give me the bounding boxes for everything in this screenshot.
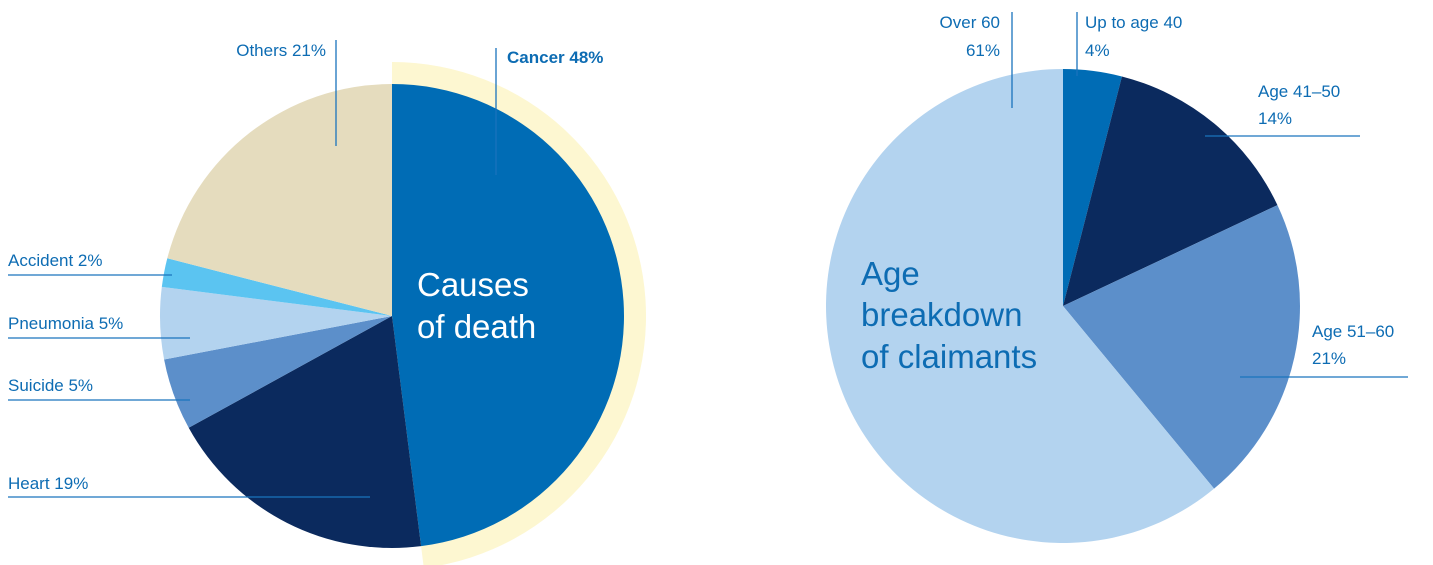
label-51-60-name: Age 51–60 bbox=[1312, 322, 1394, 341]
label-others: Others 21% bbox=[236, 41, 326, 60]
chart-title-line-2: breakdown bbox=[861, 296, 1022, 333]
label-over-60-name: Over 60 bbox=[940, 13, 1000, 32]
label-51-60-value: 21% bbox=[1312, 349, 1346, 368]
slice-up-to-40[interactable] bbox=[1063, 69, 1122, 306]
chart-title-line-3: of claimants bbox=[861, 338, 1037, 375]
label-over-60-value: 61% bbox=[966, 41, 1000, 60]
chart-title-line-2: of death bbox=[417, 308, 536, 345]
causes-of-death-chart: Cancer 48% Heart 19% Suicide 5% Pneumoni… bbox=[8, 40, 647, 565]
label-pneumonia: Pneumonia 5% bbox=[8, 314, 123, 333]
slice-over-60[interactable] bbox=[825, 68, 1215, 544]
slice-cancer[interactable] bbox=[392, 84, 624, 547]
label-up-to-40-value: 4% bbox=[1085, 41, 1110, 60]
label-heart: Heart 19% bbox=[8, 474, 88, 493]
slice-51-60[interactable] bbox=[1063, 205, 1300, 489]
chart-title-line-1: Causes bbox=[417, 266, 529, 303]
slice-heart[interactable] bbox=[188, 316, 422, 548]
label-41-50-name: Age 41–50 bbox=[1258, 82, 1340, 101]
age-breakdown-chart: Up to age 40 4% Age 41–50 14% Age 51–60 … bbox=[825, 12, 1408, 544]
label-cancer: Cancer 48% bbox=[507, 48, 603, 67]
slice-pneumonia[interactable] bbox=[160, 286, 392, 360]
label-suicide: Suicide 5% bbox=[8, 376, 93, 395]
slice-suicide[interactable] bbox=[164, 316, 392, 428]
label-41-50-value: 14% bbox=[1258, 109, 1292, 128]
label-accident: Accident 2% bbox=[8, 251, 103, 270]
slice-41-50[interactable] bbox=[1063, 76, 1278, 306]
slice-accident[interactable] bbox=[161, 258, 392, 316]
label-up-to-40-name: Up to age 40 bbox=[1085, 13, 1182, 32]
chart-title-line-1: Age bbox=[861, 255, 920, 292]
